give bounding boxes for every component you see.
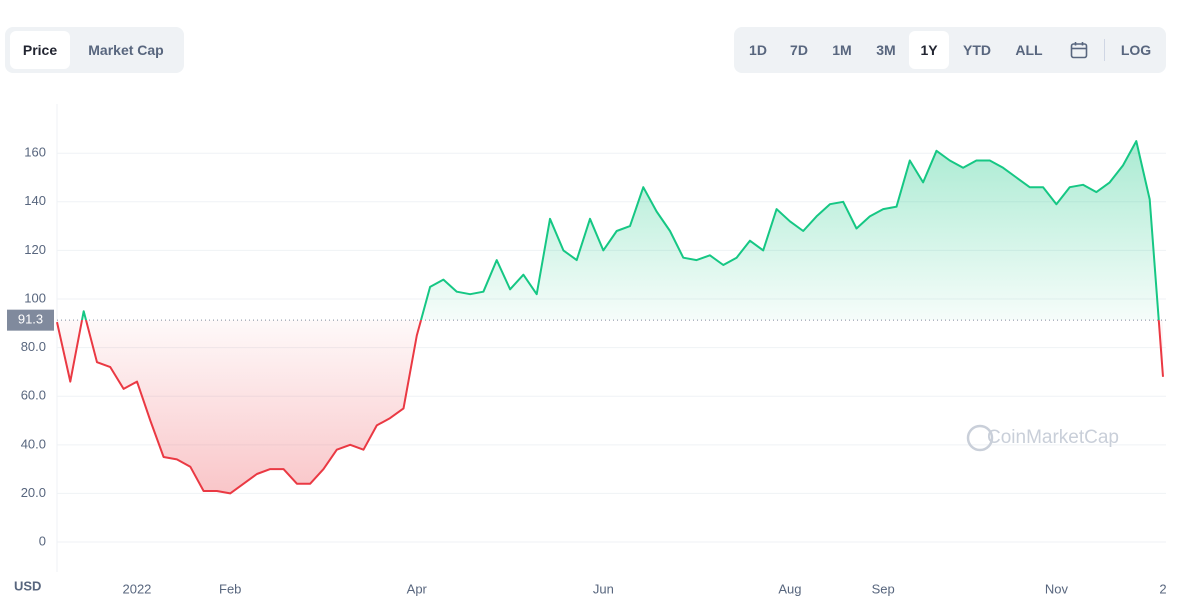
x-tick-label: Apr (407, 581, 428, 596)
x-tick-label: Aug (778, 581, 801, 596)
tab[interactable]: Price (10, 31, 70, 69)
y-unit: USD (14, 578, 41, 593)
range-button[interactable]: 7D (790, 42, 808, 58)
calendar-icon[interactable] (1070, 41, 1088, 59)
y-tick-label: 140 (24, 193, 46, 208)
separator (1104, 39, 1105, 61)
x-tick-label: 2 (1159, 581, 1166, 596)
price-line-down (56, 320, 1164, 495)
range-button[interactable]: 1Y (909, 31, 949, 69)
range-button[interactable]: 1D (749, 42, 767, 58)
area-up (57, 141, 1163, 321)
range-button[interactable]: 1M (832, 42, 852, 58)
baseline-label-box (7, 309, 54, 331)
y-tick-label: 160 (24, 145, 46, 160)
tab[interactable]: Market Cap (88, 42, 164, 58)
area-down (57, 320, 1163, 494)
log-button[interactable]: LOG (1120, 42, 1152, 58)
tab-group: Price Market Cap (5, 27, 184, 73)
price-line-up (80, 140, 1160, 321)
baseline-label: 91.3 (18, 312, 43, 327)
y-tick-label: 120 (24, 242, 46, 257)
y-tick-label: 40.0 (21, 436, 46, 451)
watermark-logo (966, 424, 994, 452)
x-tick-label: Feb (219, 581, 241, 596)
y-tick-label: 100 (24, 290, 46, 305)
y-tick-label: 80.0 (21, 339, 46, 354)
x-tick-label: Sep (872, 581, 895, 596)
x-tick-label: Nov (1045, 581, 1069, 596)
range-group: 1D 7D 1M 3M 1Y YTD ALL LOG (734, 27, 1166, 73)
y-tick-label: 60.0 (21, 388, 46, 403)
range-button[interactable]: YTD (963, 42, 991, 58)
watermark: CoinMarketCap (987, 427, 1119, 448)
range-button[interactable]: 3M (876, 42, 896, 58)
y-tick-label: 0 (39, 533, 46, 548)
range-button[interactable]: ALL (1015, 42, 1043, 58)
y-tick-label: 20.0 (21, 485, 46, 500)
x-tick-label: 2022 (122, 581, 151, 596)
x-tick-label: Jun (593, 581, 614, 596)
